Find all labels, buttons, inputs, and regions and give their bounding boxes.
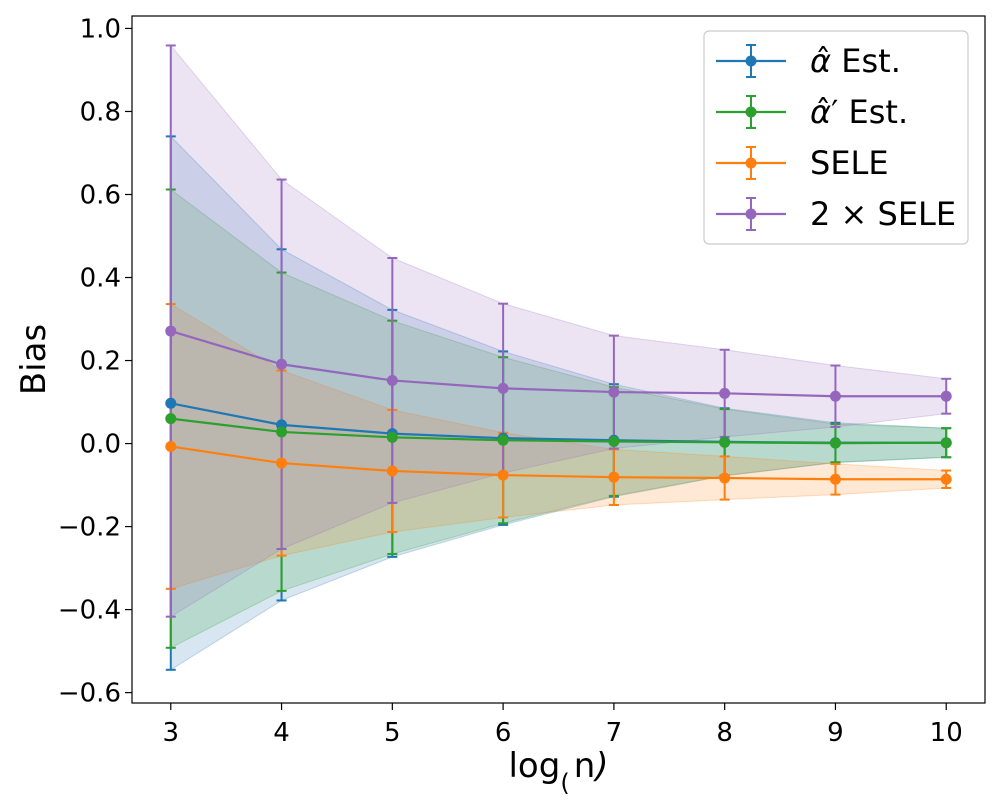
point-series-3: [940, 390, 952, 402]
legend-marker: [745, 208, 757, 220]
y-tick-label: 0.2: [80, 347, 121, 377]
y-tick-label: −0.6: [58, 679, 121, 709]
x-tick-label: 3: [162, 718, 179, 748]
point-series-2: [386, 465, 398, 477]
y-tick-label: −0.4: [58, 596, 121, 626]
legend-label: SELE: [810, 144, 889, 182]
x-tick-label: 5: [384, 718, 401, 748]
x-axis-label: log(n): [508, 746, 608, 797]
plot-frame: [131, 15, 986, 704]
legend: α̂ Est. α̂′ Est. SELE 2 × SELE: [703, 30, 969, 245]
x-tick-label: 6: [495, 718, 512, 748]
x-tick-label: 7: [606, 718, 623, 748]
line-series-2: [170, 445, 947, 481]
x-tick-label: 10: [930, 718, 963, 748]
point-series-3: [829, 390, 841, 402]
legend-marker: [745, 106, 757, 118]
y-tick-label: 0.0: [80, 430, 121, 460]
x-tick-label: 8: [716, 718, 733, 748]
legend-marker: [745, 157, 757, 169]
legend-box: [703, 30, 969, 245]
point-series-3: [386, 374, 398, 386]
point-series-3: [276, 358, 288, 370]
series-points: [165, 325, 952, 485]
point-series-2: [608, 471, 620, 483]
point-series-2: [940, 473, 952, 485]
point-series-1: [608, 435, 620, 447]
point-series-2: [719, 472, 731, 484]
y-axis: −0.6 −0.4 −0.2 0.0 0.2 0.4 0.6 0.8 1.0: [58, 14, 132, 709]
legend-label: α̂ Est.: [810, 42, 901, 80]
point-series-2: [276, 457, 288, 469]
legend-label: 2 × SELE: [810, 195, 956, 233]
point-series-1: [497, 434, 509, 446]
y-tick-label: −0.2: [58, 513, 121, 543]
point-series-1: [940, 437, 952, 449]
point-series-3: [497, 382, 509, 394]
point-series-3: [165, 325, 177, 337]
y-tick-label: 0.8: [80, 97, 121, 127]
point-series-3: [608, 386, 620, 398]
y-tick-label: 0.4: [80, 264, 121, 294]
x-axis: 3 4 5 6 7 8 9 10: [162, 703, 963, 748]
point-series-0: [165, 397, 177, 409]
point-series-2: [829, 473, 841, 485]
legend-marker: [745, 55, 757, 67]
point-series-1: [719, 436, 731, 448]
point-series-2: [497, 469, 509, 481]
series-lines: [170, 330, 947, 481]
point-series-1: [829, 437, 841, 449]
legend-label: α̂′ Est.: [810, 93, 908, 131]
point-series-1: [386, 431, 398, 443]
x-tick-label: 9: [827, 718, 844, 748]
y-tick-label: 1.0: [80, 14, 121, 44]
y-tick-label: 0.6: [80, 180, 121, 210]
line-series-3: [170, 330, 947, 398]
point-series-2: [165, 440, 177, 452]
y-axis-label: Bias: [14, 324, 54, 395]
x-tick-label: 4: [273, 718, 290, 748]
point-series-1: [276, 426, 288, 438]
point-series-3: [719, 387, 731, 399]
line-series-1: [170, 417, 947, 445]
point-series-1: [165, 413, 177, 425]
